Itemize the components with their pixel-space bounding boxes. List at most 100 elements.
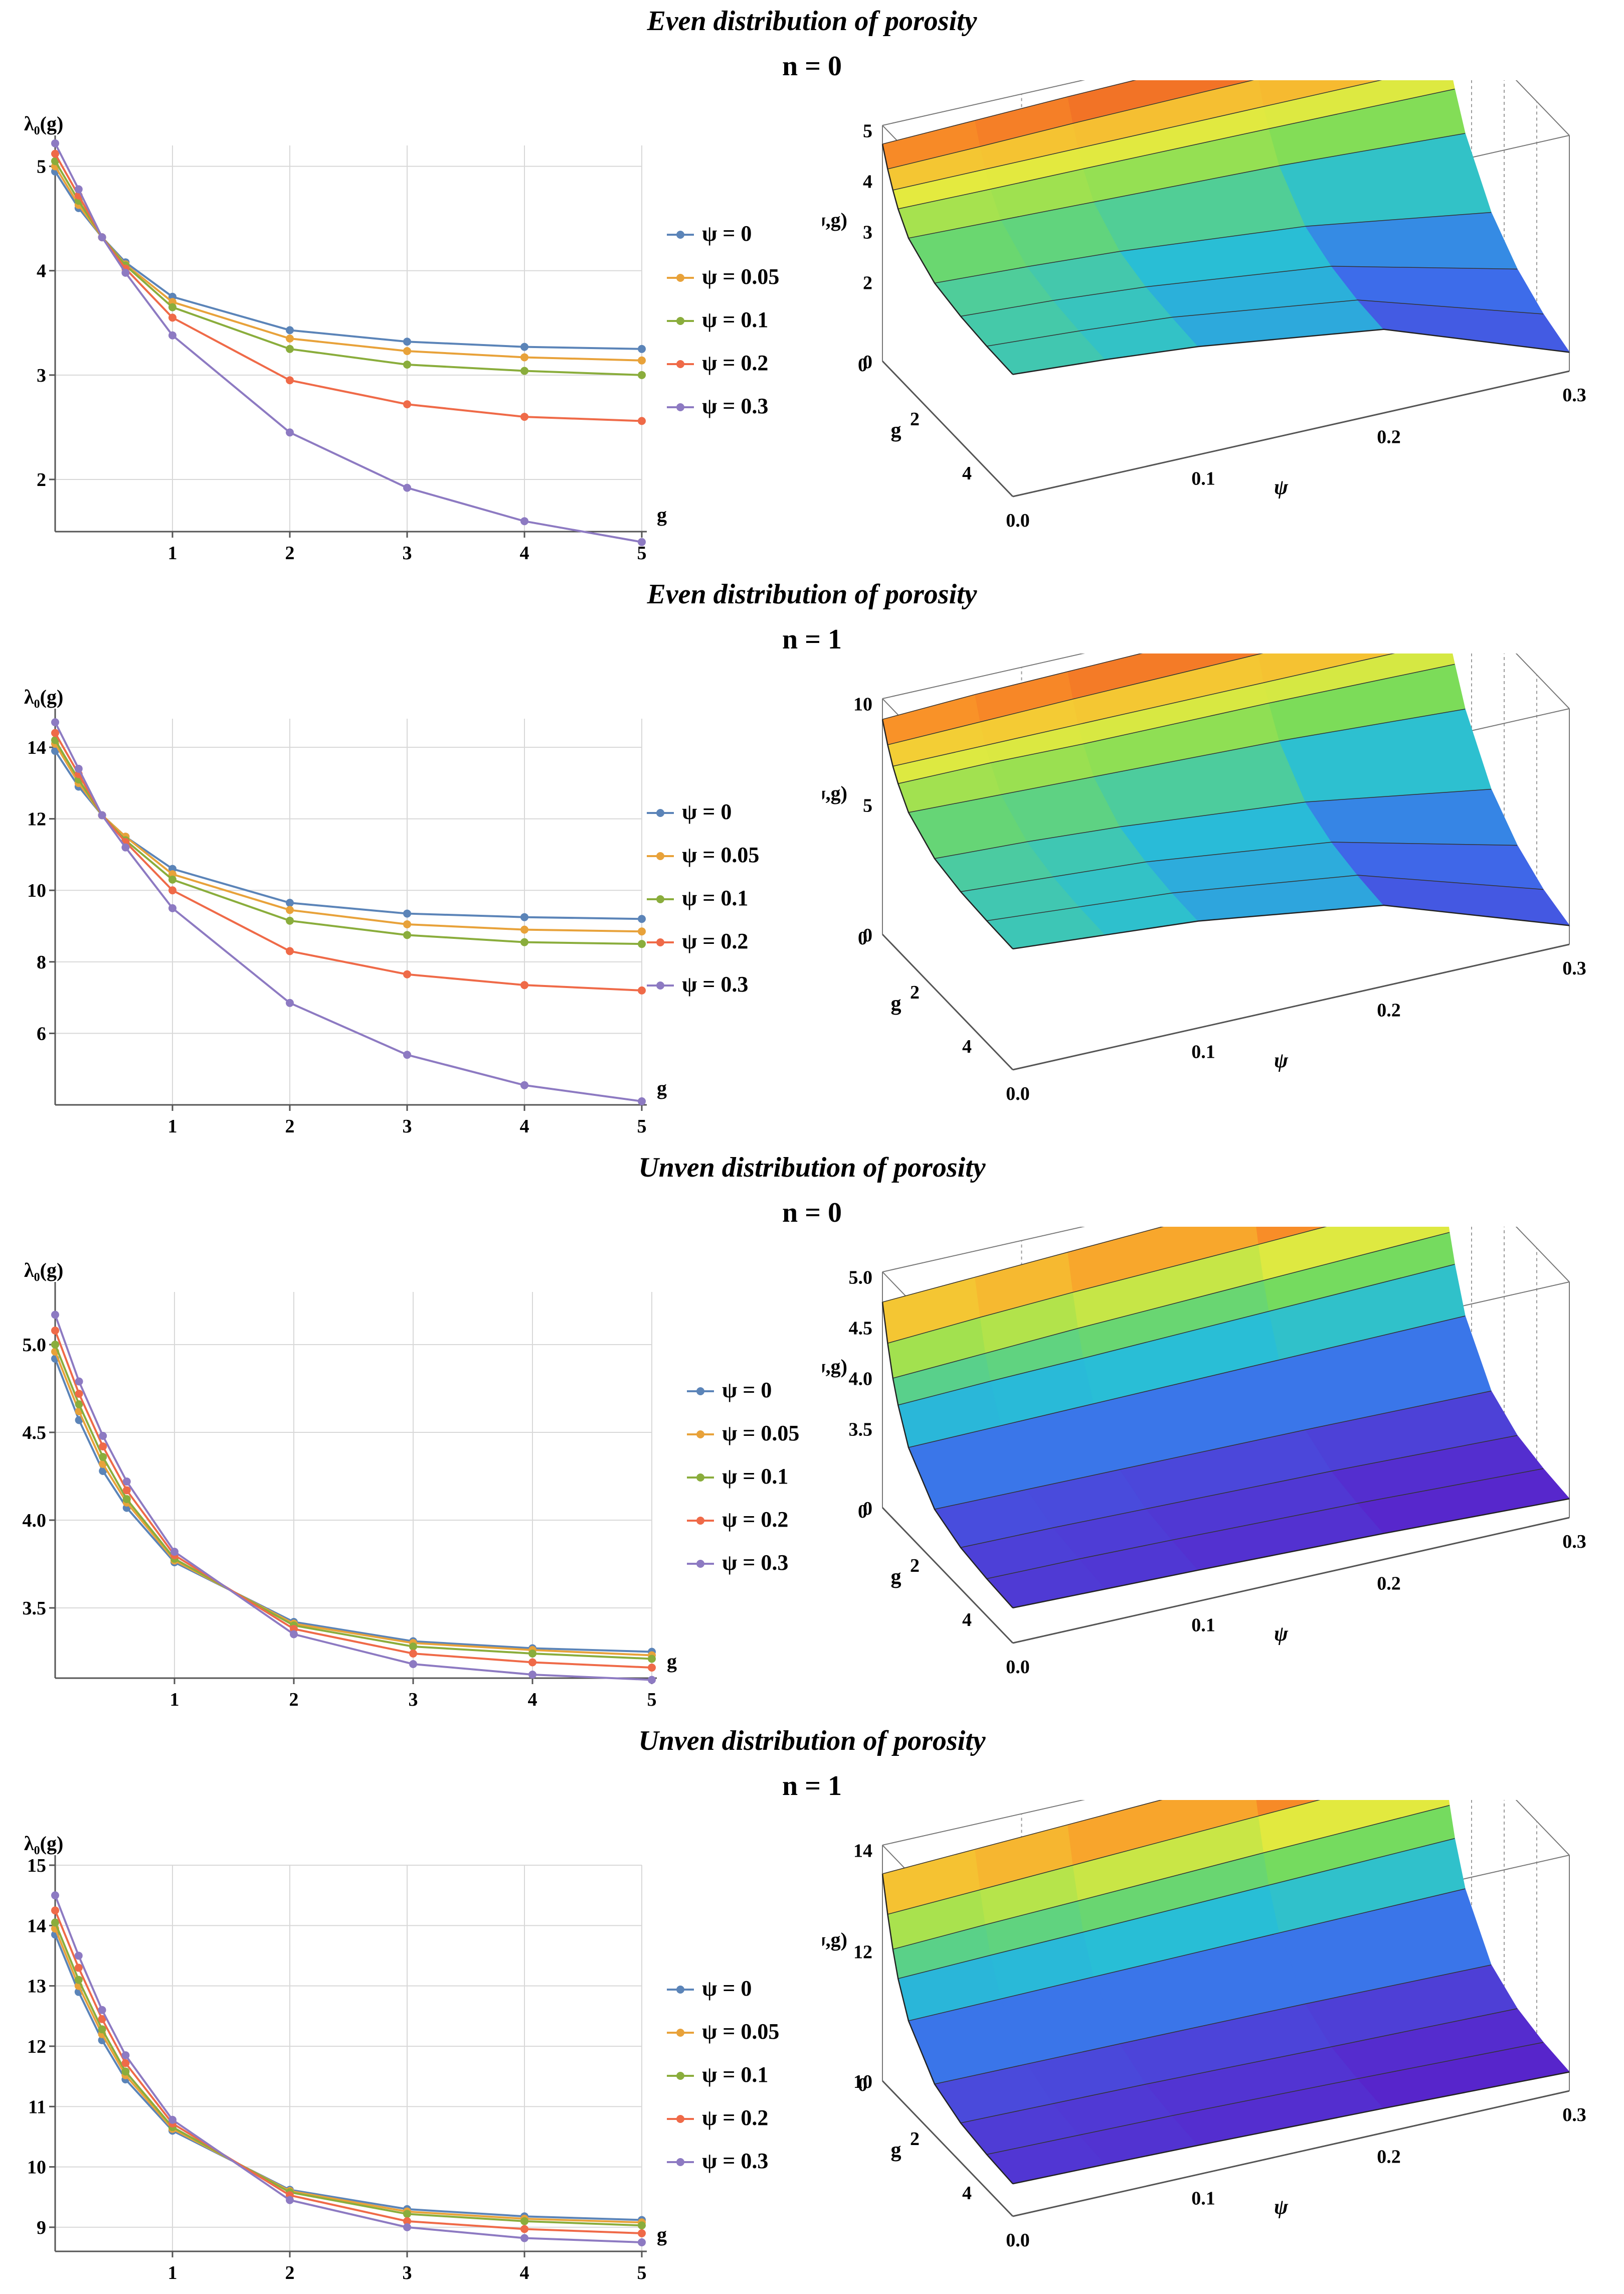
legend-label: ψ = 0.1	[722, 1464, 789, 1489]
psi-tick-label: 0.3	[1562, 1531, 1586, 1552]
surface-mesh-line	[892, 80, 1382, 191]
psi-axis-label: ψ	[1274, 1622, 1289, 1646]
box-edge	[1012, 2090, 1570, 2217]
legend-entry: ψ = 0.1	[667, 307, 847, 350]
series-line	[54, 722, 642, 1102]
legend-marker	[676, 231, 684, 239]
data-point	[121, 2051, 130, 2059]
x-tick-label: 1	[170, 1689, 179, 1708]
y-tick-label: 4	[37, 261, 46, 282]
y-tick-label: 15	[27, 1855, 46, 1876]
surface-mesh-line	[960, 2008, 1518, 2123]
legend-entry: ψ = 0.3	[667, 393, 847, 436]
legend-label: ψ = 0.1	[702, 2062, 769, 2087]
panel-title: Unven distribution of porosity	[638, 1152, 986, 1183]
box-edge	[882, 1227, 1086, 1272]
legend-label: ψ = 0.05	[702, 2019, 780, 2044]
z-tick-label: 5.0	[849, 1267, 873, 1288]
g-tick-label: 4	[962, 463, 972, 484]
legend-marker	[696, 1473, 704, 1482]
data-point	[98, 2025, 106, 2034]
x-tick-label: 2	[285, 1116, 295, 1135]
data-point	[638, 2221, 646, 2230]
box-edge	[1515, 653, 1570, 709]
g-axis-label: g	[891, 1566, 901, 1589]
legend-label: ψ = 0.05	[682, 843, 760, 867]
legend-label: ψ = 0.2	[722, 1507, 789, 1532]
data-point	[286, 2196, 294, 2204]
data-point	[75, 1400, 83, 1408]
legend-entry: ψ = 0	[667, 221, 847, 264]
g-axis-label: g	[891, 419, 901, 442]
panel-subtitle: n = 0	[782, 51, 842, 82]
chart-legend: ψ = 0 ψ = 0.05 ψ = 0.1 ψ = 0.2 ψ = 0.3	[647, 799, 827, 1015]
data-point	[520, 367, 528, 375]
surface-mesh-line	[908, 709, 1466, 813]
surface-mesh-line	[934, 1390, 1492, 1510]
series-line	[54, 171, 642, 350]
legend-marker	[676, 317, 684, 325]
y-tick-label: 12	[27, 2036, 46, 2057]
x-tick-label: 3	[403, 543, 412, 562]
series-line	[54, 1351, 652, 1657]
data-point	[520, 925, 528, 934]
legend-entry: ψ = 0	[647, 799, 827, 842]
data-point	[121, 2059, 130, 2067]
legend-marker	[676, 2158, 684, 2166]
psi-axis-label: ψ	[1274, 1049, 1289, 1072]
z-tick-label: 2	[863, 273, 872, 294]
series-line	[54, 739, 642, 945]
y-tick-label: 10	[27, 880, 46, 901]
legend-entry: ψ = 0.05	[667, 264, 847, 307]
surface-mesh-line	[882, 1800, 1163, 1874]
g-tick-label: 2	[910, 1555, 920, 1576]
data-point	[74, 764, 83, 773]
surface-edge	[881, 1302, 1013, 1608]
data-point	[168, 313, 176, 322]
data-point	[290, 1630, 298, 1638]
panel-uneven-n0: Unven distribution of porosity n = 0 1 2 3…	[0, 1146, 1624, 1720]
legend-label: ψ = 0.3	[682, 972, 749, 997]
z-tick-label: 5	[863, 120, 872, 141]
z-axis-label: λ₀(ψ,g)	[822, 209, 847, 231]
data-point	[638, 371, 646, 379]
data-point	[74, 1963, 83, 1972]
legend-entry: ψ = 0.3	[687, 1550, 867, 1593]
data-point	[121, 843, 130, 852]
legend-label: ψ = 0.2	[682, 929, 749, 953]
z-axis-label: λ₀(ψ,g)	[822, 1928, 847, 1951]
data-point	[98, 233, 106, 242]
surface-plot: 0.0 0.1 0.2 0.3 ψ 0 2 4 g 0 3.5 4.0 4.5 5.0 λ₀(ψ,g)	[822, 1227, 1586, 1678]
data-point	[74, 1951, 83, 1960]
data-point	[520, 1081, 528, 1089]
box-edge	[882, 653, 1086, 699]
data-point	[403, 483, 411, 492]
z-tick-label: 3	[863, 222, 872, 243]
data-point	[168, 331, 176, 340]
x-tick-label: 5	[647, 1689, 657, 1708]
data-point	[520, 981, 528, 990]
surface-plot: 0.0 0.1 0.2 0.3 ψ 0 2 4 g 0 5 10 λ₀(ψ,g)	[822, 653, 1586, 1104]
z-tick-label: 0	[863, 352, 872, 373]
data-point	[403, 920, 411, 928]
data-point	[528, 1650, 536, 1658]
surface-edge	[881, 719, 1013, 949]
z-tick-label: 4.0	[849, 1369, 873, 1390]
surface-mesh-line	[898, 664, 1455, 784]
box-edge	[881, 933, 1014, 1071]
surface-edge	[881, 143, 1013, 375]
psi-axis-label: ψ	[1274, 476, 1289, 499]
z-tick-label: 14	[853, 1840, 872, 1861]
data-point	[409, 1643, 417, 1651]
surface-mesh-line	[908, 1888, 1466, 2022]
data-point	[168, 2115, 176, 2124]
g-tick-label: 4	[962, 1609, 972, 1630]
data-point	[648, 1664, 656, 1672]
box-edge	[882, 80, 1086, 126]
z-axis-label: λ₀(ψ,g)	[822, 782, 847, 804]
panel-subtitle: n = 1	[782, 624, 842, 655]
z-axis-label: λ₀(ψ,g)	[822, 1355, 847, 1378]
panel-title: Unven distribution of porosity	[638, 1725, 986, 1756]
g-axis-label: g	[891, 2139, 901, 2162]
